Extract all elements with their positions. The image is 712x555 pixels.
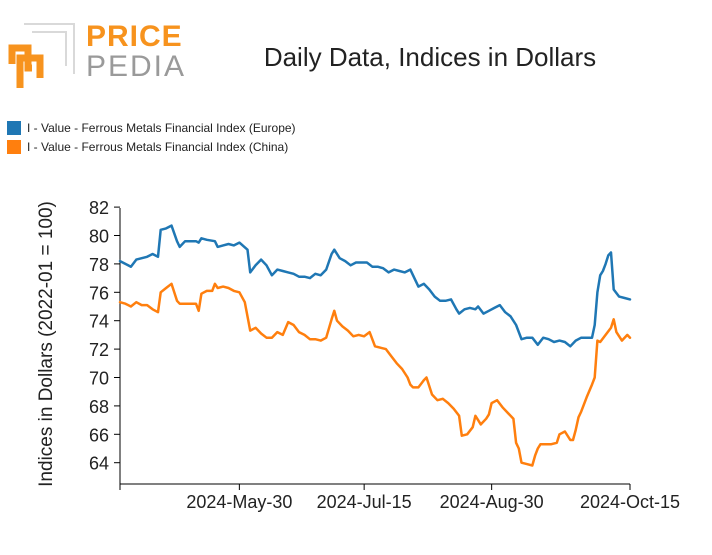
chart-title: Daily Data, Indices in Dollars bbox=[263, 42, 597, 72]
y-tick-label: 82 bbox=[89, 198, 109, 218]
x-tick-label: 2024-Aug-30 bbox=[440, 492, 544, 512]
logo-word-price: PRICE bbox=[86, 20, 183, 53]
y-tick-label: 66 bbox=[89, 425, 109, 445]
logo-word-pedia: PEDIA bbox=[86, 50, 187, 83]
x-tick-label: 2024-Oct-15 bbox=[580, 492, 680, 512]
y-tick-label: 74 bbox=[89, 312, 109, 332]
legend-item-europe[interactable]: I - Value - Ferrous Metals Financial Ind… bbox=[7, 119, 296, 137]
y-tick-label: 68 bbox=[89, 397, 109, 417]
pricepedia-logo: PRICE PEDIA bbox=[8, 18, 184, 98]
legend-swatch-china bbox=[7, 140, 21, 154]
legend-label-china: I - Value - Ferrous Metals Financial Ind… bbox=[27, 140, 289, 154]
y-tick-label: 76 bbox=[89, 283, 109, 303]
logo-mark-icon bbox=[8, 23, 75, 88]
y-tick-label: 80 bbox=[89, 227, 109, 247]
series-line-europe bbox=[118, 224, 632, 348]
x-tick-label: 2024-Jul-15 bbox=[317, 492, 412, 512]
legend-swatch-europe bbox=[7, 121, 21, 135]
y-tick-label: 72 bbox=[89, 340, 109, 360]
legend-label-europe: I - Value - Ferrous Metals Financial Ind… bbox=[27, 121, 296, 135]
y-tick-label: 78 bbox=[89, 255, 109, 275]
y-tick-label: 64 bbox=[89, 454, 109, 474]
y-axis-title: Indices in Dollars (2022-01 = 100) bbox=[36, 201, 57, 487]
legend-item-china[interactable]: I - Value - Ferrous Metals Financial Ind… bbox=[7, 138, 288, 156]
y-tick-label: 70 bbox=[89, 369, 109, 389]
x-tick-label: 2024-May-30 bbox=[186, 492, 292, 512]
series-line-china bbox=[118, 282, 632, 467]
